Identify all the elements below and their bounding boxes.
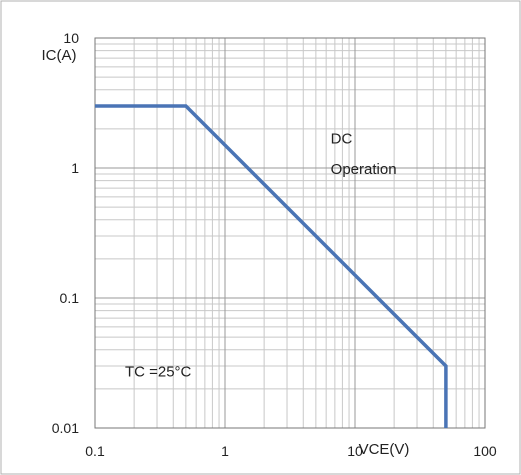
annotations: DC Operation TC =25°C [125,130,397,380]
y-axis-label: IC(A) [42,47,77,64]
x-tick-label: 1 [221,443,229,459]
y-tick-label: 10 [63,30,79,46]
x-axis-label: VCE(V) [359,441,410,458]
y-tick-label: 1 [71,160,79,176]
x-tick-label: 10 [347,443,363,459]
y-tick-label: 0.01 [52,420,79,436]
y-tick-label: 0.1 [60,290,80,306]
x-tick-labels: 0.1 1 10 100 [85,443,497,459]
series-layer [95,104,448,428]
annotation-text: TC =25°C [125,363,192,380]
x-tick-label: 100 [473,443,497,459]
annotation-text: Operation [331,161,397,178]
plot-border [94,37,486,429]
minor-gridlines [95,38,485,428]
y-tick-labels: 10 1 0.1 0.01 [52,30,79,436]
soa-boundary-line [95,104,448,428]
annotation-text: DC [331,130,353,147]
x-tick-label: 0.1 [85,443,105,459]
